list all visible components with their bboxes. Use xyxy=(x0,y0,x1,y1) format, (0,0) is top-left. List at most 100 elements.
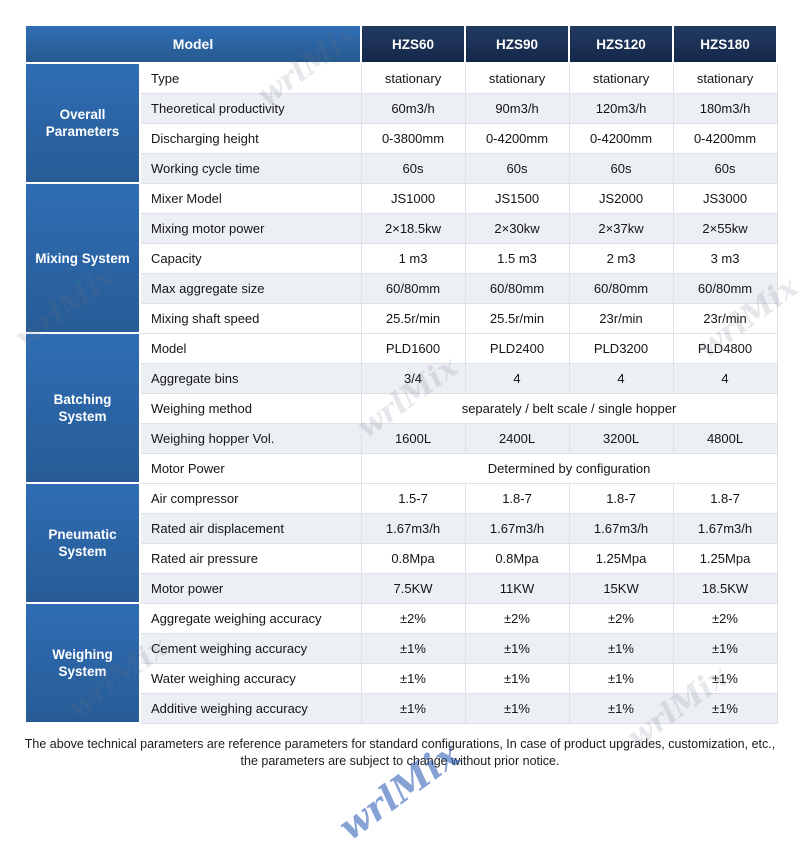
spec-value: ±1% xyxy=(464,692,570,724)
spec-value: 4 xyxy=(672,362,778,394)
spec-value: 1.8-7 xyxy=(464,482,570,514)
column-header-hzs180: HZS180 xyxy=(672,24,779,64)
spec-value: 2×30kw xyxy=(464,212,570,244)
spec-value: 2×18.5kw xyxy=(360,212,466,244)
row-label: Aggregate bins xyxy=(139,362,362,394)
spec-value: ±1% xyxy=(464,632,570,664)
spec-value: 2×55kw xyxy=(672,212,778,244)
row-label: Capacity xyxy=(139,242,362,274)
spec-value: 11KW xyxy=(464,572,570,604)
section-label-weighing-system: Weighing System xyxy=(24,602,141,724)
row-label: Rated air pressure xyxy=(139,542,362,574)
spec-value: ±1% xyxy=(360,632,466,664)
row-label: Rated air displacement xyxy=(139,512,362,544)
spec-value: 90m3/h xyxy=(464,92,570,124)
spec-value: 60/80mm xyxy=(672,272,778,304)
footer-line-1: The above technical parameters are refer… xyxy=(24,737,776,751)
table-row: Rated air pressure 0.8Mpa 0.8Mpa 1.25Mpa 1.2… xyxy=(25,542,778,574)
spec-value: 1.8-7 xyxy=(672,482,778,514)
row-label: Mixer Model xyxy=(139,182,362,214)
spec-value: 23r/min xyxy=(672,302,778,334)
table-row: Overall Parameters Type stationary stationa… xyxy=(24,62,778,184)
spec-value: 18.5KW xyxy=(672,572,778,604)
spec-value: 1.8-7 xyxy=(568,482,674,514)
spec-value: 1.67m3/h xyxy=(672,512,778,544)
row-label: Weighing hopper Vol. xyxy=(139,422,362,454)
table-row: Max aggregate size 60/80mm 60/80mm 60/80mm 6… xyxy=(25,272,778,304)
spec-value: PLD4800 xyxy=(672,332,778,364)
spec-value: 7.5KW xyxy=(360,572,466,604)
spec-table: Model HZS60 HZS90 HZS120 HZS180 Overall … xyxy=(23,24,779,724)
spec-value: 3200L xyxy=(568,422,674,454)
table-row: Weighing method separately / belt scale /… xyxy=(25,392,778,424)
table-row: Weighing System Aggregate weighing accura… xyxy=(24,602,778,724)
spec-value: 2×37kw xyxy=(568,212,674,244)
table-row: Capacity 1 m3 1.5 m3 2 m3 3 m3 xyxy=(25,242,778,274)
table-row: Working cycle time 60s 60s 60s 60s xyxy=(25,152,778,184)
spec-value: 60/80mm xyxy=(360,272,466,304)
spec-value: JS2000 xyxy=(568,182,674,214)
spec-value: ±2% xyxy=(568,602,674,634)
spec-value: PLD1600 xyxy=(360,332,466,364)
spec-value: 60/80mm xyxy=(568,272,674,304)
table-row: Mixing shaft speed 25.5r/min 25.5r/min 23r/… xyxy=(25,302,778,334)
spec-value: 0.8Mpa xyxy=(464,542,570,574)
spec-value: ±2% xyxy=(672,602,778,634)
spec-value: ±1% xyxy=(360,692,466,724)
column-header-hzs60: HZS60 xyxy=(360,24,467,64)
spec-value-span: separately / belt scale / single hopper xyxy=(360,392,778,424)
spec-value: 1.5 m3 xyxy=(464,242,570,274)
row-label: Mixing motor power xyxy=(139,212,362,244)
spec-value: 15KW xyxy=(568,572,674,604)
row-label: Motor power xyxy=(139,572,362,604)
table-row: Mixing motor power 2×18.5kw 2×30kw 2×37kw 2×… xyxy=(25,212,778,244)
spec-value: stationary xyxy=(672,62,778,94)
table-row: Motor Power Determined by configuration xyxy=(25,452,778,484)
spec-value: 3 m3 xyxy=(672,242,778,274)
table-row: Pneumatic System Air compressor 1.5-7 1.8-7… xyxy=(24,482,778,604)
row-label: Model xyxy=(139,332,362,364)
spec-value: 180m3/h xyxy=(672,92,778,124)
spec-value: stationary xyxy=(464,62,570,94)
spec-value: PLD2400 xyxy=(464,332,570,364)
spec-value: ±1% xyxy=(568,662,674,694)
spec-value: 60s xyxy=(360,152,466,184)
spec-value: JS1500 xyxy=(464,182,570,214)
spec-value: 1.5-7 xyxy=(360,482,466,514)
spec-value: 4800L xyxy=(672,422,778,454)
row-label: Working cycle time xyxy=(139,152,362,184)
header-row: Model HZS60 HZS90 HZS120 HZS180 xyxy=(23,24,779,64)
row-label: Aggregate weighing accuracy xyxy=(139,602,362,634)
table-row: Mixing System Mixer Model JS1000 JS1500 JS20… xyxy=(24,182,778,334)
spec-value: 1.25Mpa xyxy=(672,542,778,574)
spec-value: 1.67m3/h xyxy=(464,512,570,544)
row-label: Theoretical productivity xyxy=(139,92,362,124)
footer-note: The above technical parameters are refer… xyxy=(0,736,800,770)
spec-value: 1 m3 xyxy=(360,242,466,274)
table-row: Cement weighing accuracy ±1% ±1% ±1% ±1% xyxy=(25,632,778,664)
spec-value: JS1000 xyxy=(360,182,466,214)
table-row: Discharging height 0-3800mm 0-4200mm 0-4200… xyxy=(25,122,778,154)
spec-value: 25.5r/min xyxy=(464,302,570,334)
section-label-overall-parameters: Overall Parameters xyxy=(24,62,141,184)
row-label: Discharging height xyxy=(139,122,362,154)
spec-value: 1.67m3/h xyxy=(360,512,466,544)
section-label-pneumatic-system: Pneumatic System xyxy=(24,482,141,604)
table-row: Motor power 7.5KW 11KW 15KW 18.5KW xyxy=(25,572,778,604)
row-label: Air compressor xyxy=(139,482,362,514)
table-row: Theoretical productivity 60m3/h 90m3/h 120m… xyxy=(25,92,778,124)
spec-value: 60/80mm xyxy=(464,272,570,304)
spec-value: PLD3200 xyxy=(568,332,674,364)
row-label: Type xyxy=(139,62,362,94)
spec-value: stationary xyxy=(568,62,674,94)
spec-value: 23r/min xyxy=(568,302,674,334)
spec-value: 0-4200mm xyxy=(568,122,674,154)
spec-value: 60m3/h xyxy=(360,92,466,124)
spec-value: 4 xyxy=(568,362,674,394)
row-label: Weighing method xyxy=(139,392,362,424)
spec-value-span: Determined by configuration xyxy=(360,452,778,484)
spec-value: 2 m3 xyxy=(568,242,674,274)
spec-value: 1.25Mpa xyxy=(568,542,674,574)
spec-value: 25.5r/min xyxy=(360,302,466,334)
spec-value: ±1% xyxy=(672,662,778,694)
